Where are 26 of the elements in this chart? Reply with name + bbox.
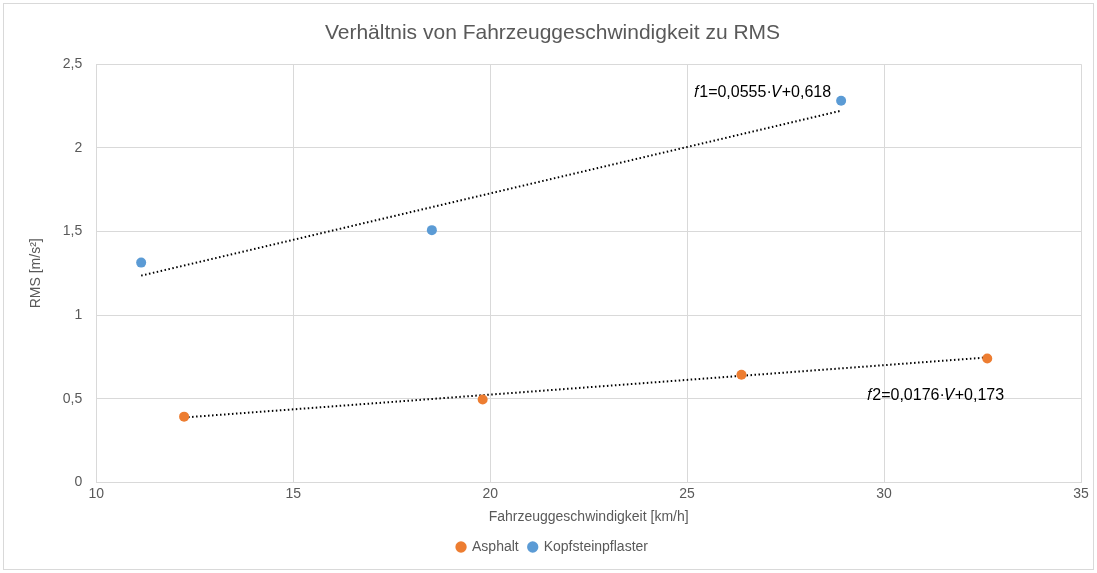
point xyxy=(836,95,847,106)
x-tick-label: 10 xyxy=(88,484,105,501)
y-axis-title: RMS [m/s²] xyxy=(27,238,44,309)
legend-label: Asphalt xyxy=(472,537,519,554)
point xyxy=(477,394,488,405)
x-tick-label: 25 xyxy=(679,484,696,501)
annotation: 𝑓1=0,0555·𝑉+0,618 xyxy=(694,83,832,101)
x-tick-label: 30 xyxy=(876,484,893,501)
y-tick-label: 1,5 xyxy=(62,222,83,239)
chart-title: Verhältnis von Fahrzeuggeschwindigkeit zu RMS xyxy=(324,20,781,44)
point xyxy=(426,225,437,236)
y-tick-label: 2,5 xyxy=(62,55,83,72)
y-tick-label: 1 xyxy=(74,305,83,322)
y-tick-label: 0 xyxy=(74,473,83,490)
x-tick-label: 20 xyxy=(482,484,499,501)
x-tick-label: 15 xyxy=(285,484,302,501)
point xyxy=(179,411,190,422)
x-axis-title: Fahrzeuggeschwindigkeit [km/h] xyxy=(488,508,689,525)
point xyxy=(982,353,993,364)
x-tick-label: 35 xyxy=(1073,484,1089,501)
point xyxy=(136,257,147,268)
y-tick-label: 0,5 xyxy=(62,389,83,406)
point xyxy=(736,369,747,380)
y-tick-label: 2 xyxy=(74,138,83,155)
annotation: 𝑓2=0,0176·𝑉+0,173 xyxy=(867,385,1005,403)
legend-label: Kopfsteinpflaster xyxy=(543,537,649,554)
